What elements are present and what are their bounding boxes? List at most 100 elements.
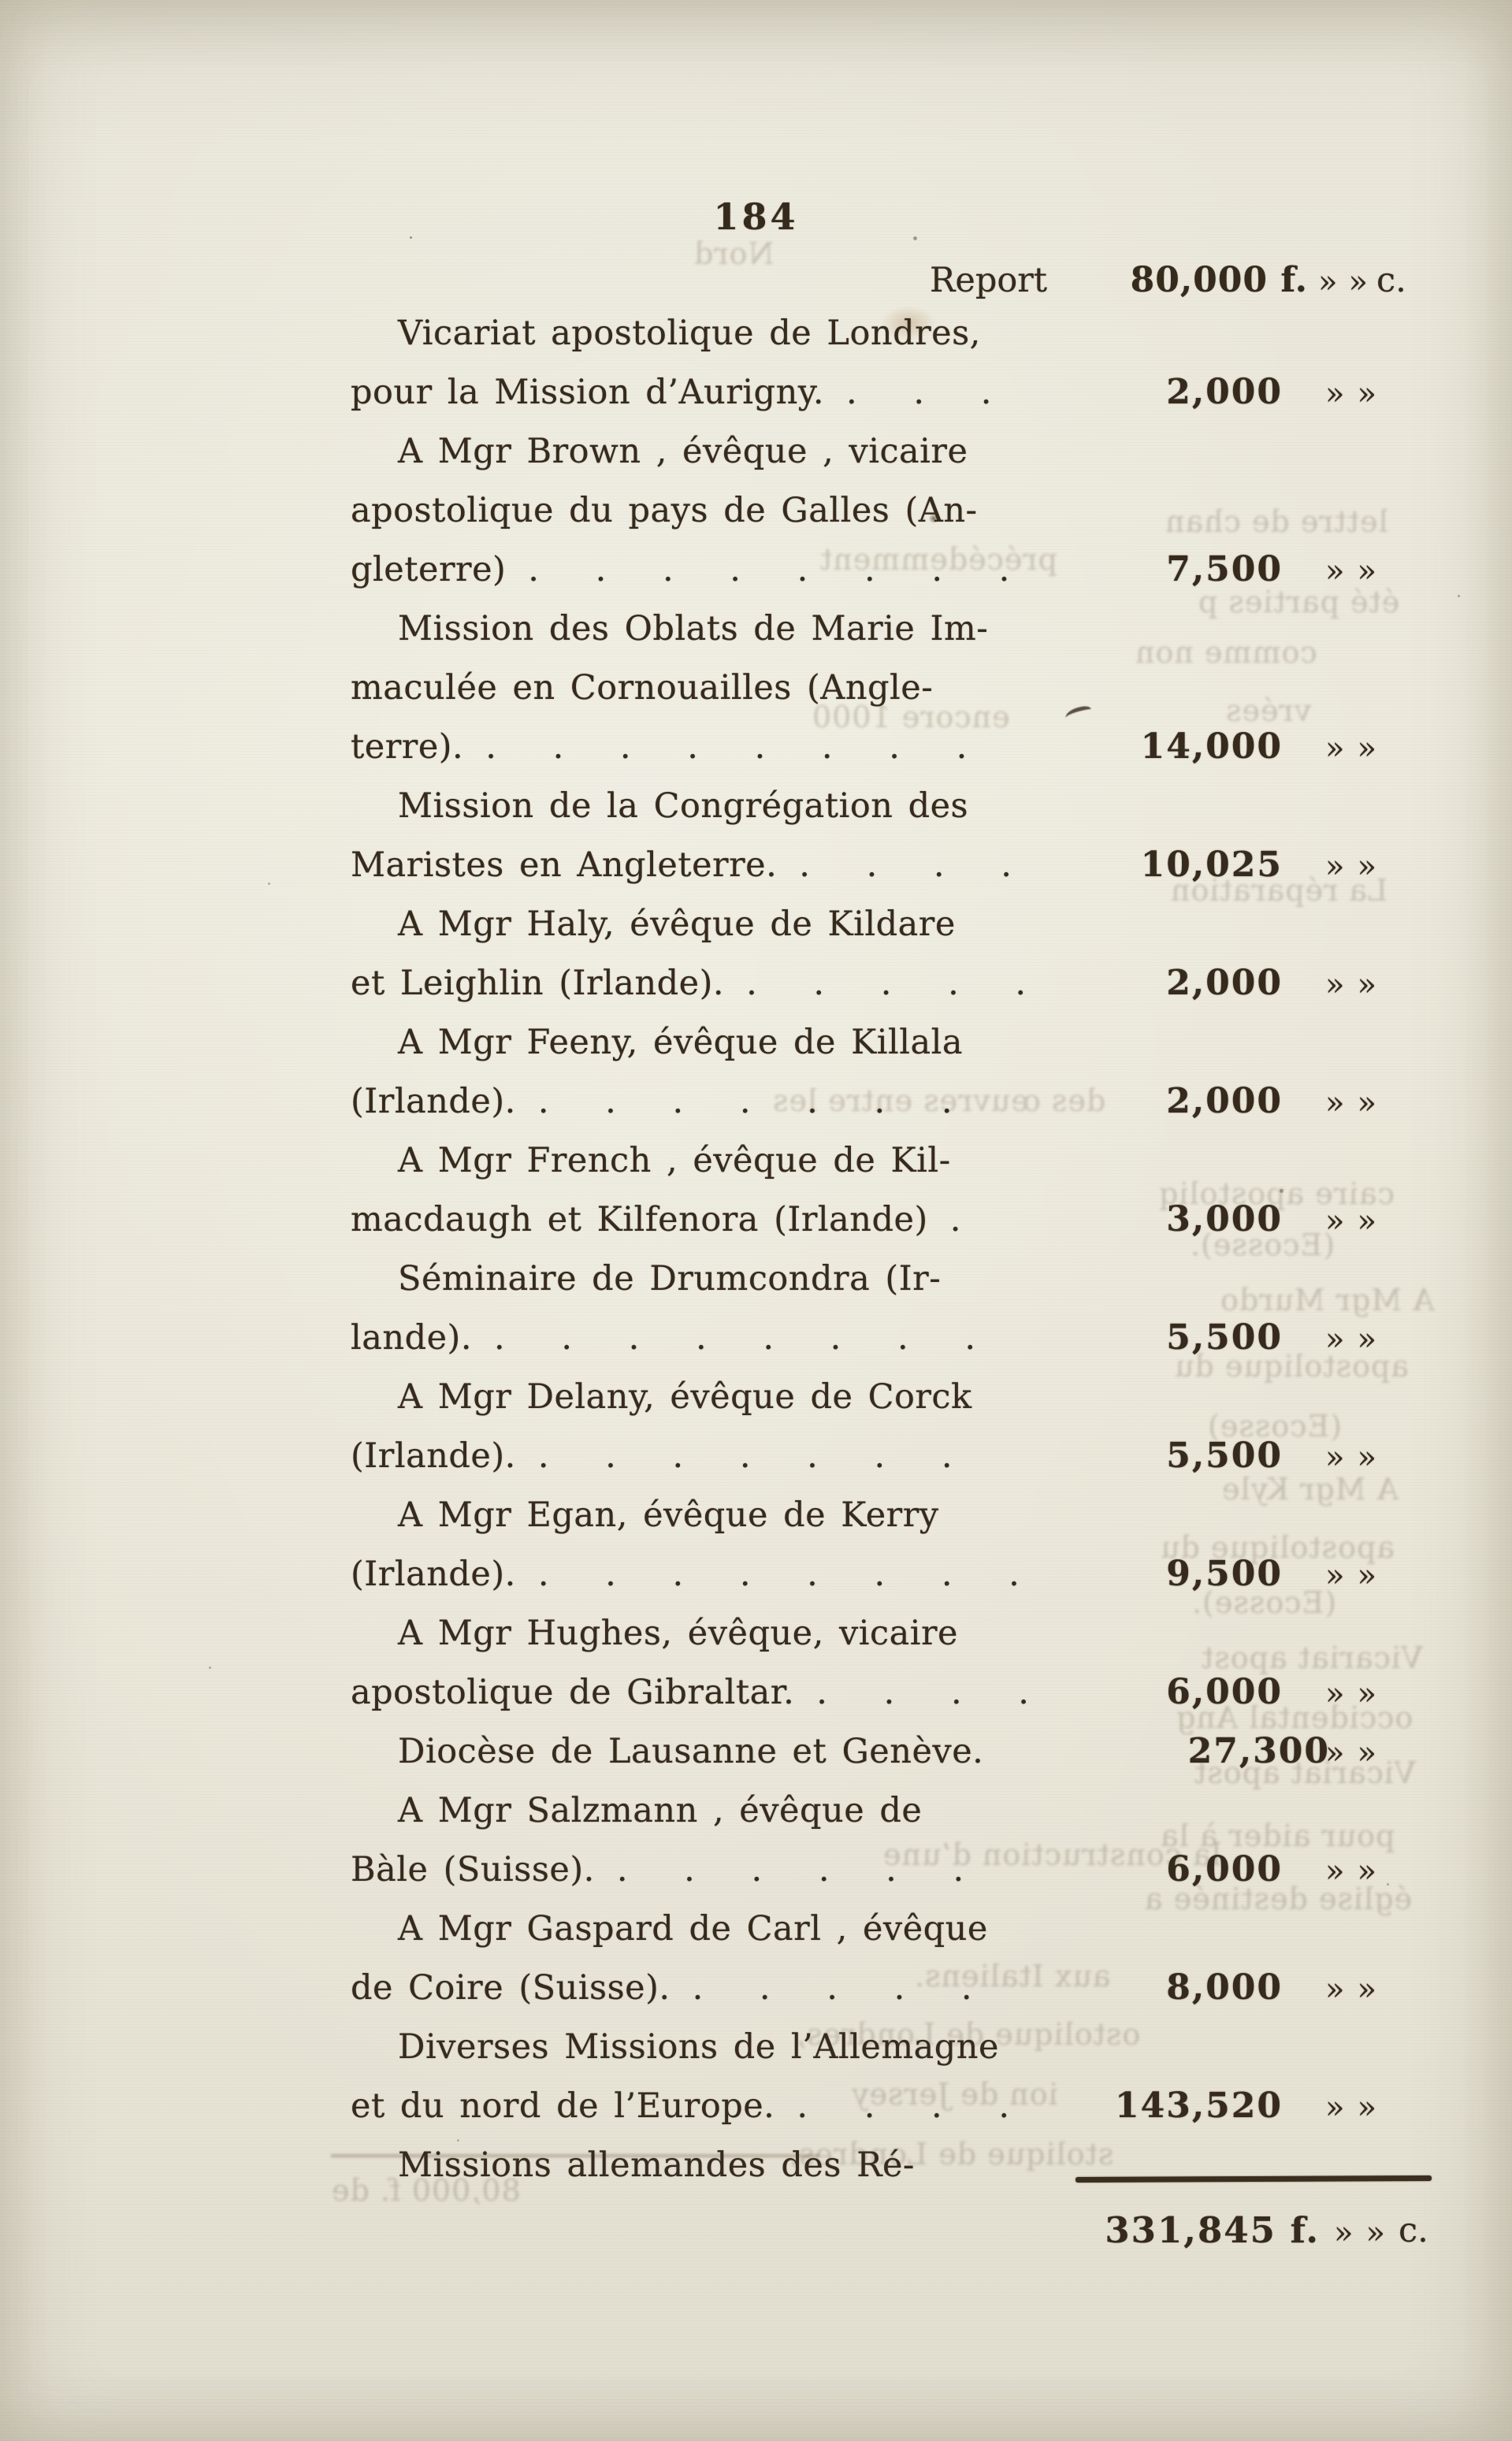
entry-ditto-marks: »»: [1325, 1440, 1389, 1476]
entry-text: et du nord de l’Europe.: [351, 2086, 775, 2126]
entry-text: apostolique de Gibraltar.: [351, 1673, 795, 1712]
entry-line: A Mgr Egan, évêque de Kerry: [351, 1489, 1466, 1548]
entry-text: macdaugh et Kilfenora (Irlande): [351, 1200, 928, 1239]
text-block: Report 80,000 f. »» c. 331,845 f. »» c. …: [351, 0, 1432, 2441]
entry-ditto-marks: »»: [1325, 1676, 1389, 1712]
entry-amount: 143,520: [1114, 2086, 1283, 2126]
total-cents-label: c.: [1399, 2211, 1428, 2250]
entry-line: A Mgr Gaspard de Carl , évêque: [351, 1903, 1466, 1962]
dot-leader: . . . . .: [746, 964, 1027, 1003]
entry-ditto-marks: »»: [1325, 1321, 1389, 1358]
entry-text: Séminaire de Drumcondra (Ir-: [398, 1259, 942, 1299]
dot-leader: . . . . . . .: [537, 1082, 953, 1121]
entry-line: Mission des Oblats de Marie Im-: [351, 603, 1466, 662]
entry-text: A Mgr Gaspard de Carl , évêque: [398, 1909, 988, 1949]
entry-line: apostolique du pays de Galles (An-: [351, 485, 1418, 544]
entry-ditto-marks: »»: [1325, 1853, 1389, 1889]
entry-ditto-marks: »»: [1325, 1971, 1389, 2008]
entry-amount: 27,300: [1187, 1731, 1330, 1771]
entry-text: lande).: [351, 1318, 472, 1358]
entry-amount: 6,000: [1166, 1672, 1283, 1712]
entry-line: pour la Mission d’Aurigny. . . . 2,000 »»: [351, 366, 1418, 425]
entry-line: Missions allemandes des Ré-: [351, 2139, 1466, 2198]
entry-line: et du nord de l’Europe. . . . . 143,520 »»: [351, 2080, 1418, 2139]
entry-ditto-marks: »»: [1325, 849, 1389, 885]
entry-text: Missions allemandes des Ré-: [398, 2146, 915, 2185]
entry-ditto-marks: »»: [1325, 1735, 1389, 1771]
entry-line: Vicariat apostolique de Londres,: [351, 307, 1466, 366]
entry-amount: 10,025: [1140, 845, 1283, 885]
entry-ditto-marks: »»: [1325, 967, 1389, 1003]
dot-leader: . . . .: [797, 2086, 1010, 2126]
entry-amount: 5,500: [1166, 1317, 1283, 1358]
entry-line: et Leighlin (Irlande). . . . . . 2,000 »»: [351, 957, 1418, 1016]
entry-text: de Coire (Suisse).: [351, 1968, 671, 2008]
entry-amount: 2,000: [1166, 1081, 1283, 1121]
entry-line: A Mgr Salzmann , évêque de: [351, 1785, 1466, 1844]
entry-ditto-marks: »»: [1325, 1085, 1389, 1121]
entry-text: A Mgr Hughes, évêque, vicaire: [398, 1614, 958, 1653]
entry-amount: 6,000: [1166, 1849, 1283, 1889]
entry-text: maculée en Cornouailles (Angle-: [351, 668, 934, 708]
entry-line: terre). . . . . . . . . 14,000 »»: [351, 721, 1418, 780]
entry-text: A Mgr Egan, évêque de Kerry: [398, 1495, 939, 1535]
entry-ditto-marks: »»: [1325, 1203, 1389, 1239]
dot-leader: . . . . . . . .: [537, 1555, 1020, 1594]
entry-text: (Irlande).: [351, 1436, 516, 1476]
entry-line: A Mgr Brown , évêque , vicaire: [351, 425, 1466, 485]
entry-line: (Irlande). . . . . . . . . 9,500 »»: [351, 1548, 1418, 1607]
entry-text: Diocèse de Lausanne et Genève.: [398, 1732, 984, 1771]
entry-text: Mission de la Congrégation des: [398, 786, 969, 826]
report-cents-label: c.: [1376, 261, 1406, 300]
entry-text: (Irlande).: [351, 1555, 516, 1594]
report-amount: 80,000 f.: [1130, 260, 1308, 300]
entry-amount: 9,500: [1166, 1554, 1283, 1594]
dot-leader: . . . . . . . .: [485, 727, 968, 767]
entry-amount: 3,000: [1166, 1199, 1283, 1239]
entry-text: Maristes en Angleterre.: [351, 845, 778, 885]
entry-line: gleterre) . . . . . . . . 7,500 »»: [351, 544, 1418, 603]
dot-leader: . . . . .: [692, 1968, 972, 2008]
entry-ditto-marks: »»: [1325, 1558, 1389, 1594]
dot-leader: . . . . . . . .: [528, 550, 1010, 589]
entry-line: Mission de la Congrégation des: [351, 780, 1466, 839]
report-label: Report: [930, 261, 1048, 300]
entry-line: lande). . . . . . . . . 5,500 »»: [351, 1312, 1418, 1371]
entry-text: gleterre): [351, 550, 507, 589]
entry-amount: 14,000: [1140, 726, 1283, 767]
entry-ditto-marks: »»: [1325, 553, 1389, 589]
entry-text: pour la Mission d’Aurigny.: [351, 373, 825, 412]
entry-text: A Mgr Brown , évêque , vicaire: [398, 432, 968, 471]
report-carryover-line: Report 80,000 f. »» c.: [351, 255, 1418, 314]
entry-line: de Coire (Suisse). . . . . . 8,000 »»: [351, 1962, 1418, 2021]
total-amount: 331,845 f.: [1105, 2209, 1320, 2251]
entry-amount: 8,000: [1166, 1967, 1283, 2008]
entry-line: A Mgr Hughes, évêque, vicaire: [351, 1607, 1466, 1666]
dot-leader: .: [949, 1200, 961, 1239]
entry-amount: 5,500: [1166, 1436, 1283, 1476]
entry-line: Diocèse de Lausanne et Genève. 27,300»»: [351, 1726, 1466, 1785]
entry-text: A Mgr Delany, évêque de Corck: [398, 1377, 972, 1417]
dot-leader: . . . . . .: [616, 1850, 964, 1889]
entry-text: Bàle (Suisse).: [351, 1850, 595, 1889]
entry-line: macdaugh et Kilfenora (Irlande). 3,000 »»: [351, 1194, 1418, 1253]
entry-amount: 2,000: [1166, 372, 1283, 412]
entry-line: Maristes en Angleterre. . . . . 10,025 »»: [351, 839, 1418, 898]
entry-amount: 7,500: [1166, 549, 1283, 589]
entry-text: et Leighlin (Irlande).: [351, 964, 725, 1003]
dot-leader: . . . .: [816, 1673, 1029, 1712]
entry-text: A Mgr Feeny, évêque de Killala: [398, 1023, 964, 1062]
entry-text: A Mgr French , évêque de Kil-: [398, 1141, 951, 1180]
dot-leader: . . . . . . .: [537, 1436, 953, 1476]
entry-line: maculée en Cornouailles (Angle-: [351, 662, 1418, 721]
total-ditto-marks: »»: [1334, 2215, 1398, 2251]
entry-line: A Mgr Feeny, évêque de Killala: [351, 1016, 1466, 1076]
entry-ditto-marks: »»: [1325, 2090, 1389, 2126]
entry-text: terre).: [351, 727, 464, 767]
entry-line: Séminaire de Drumcondra (Ir-: [351, 1253, 1466, 1312]
entry-ditto-marks: »»: [1325, 376, 1389, 412]
entry-amount: 2,000: [1166, 963, 1283, 1003]
entry-line: (Irlande). . . . . . . . 5,500 »»: [351, 1430, 1418, 1489]
paper-specks: [410, 236, 412, 239]
